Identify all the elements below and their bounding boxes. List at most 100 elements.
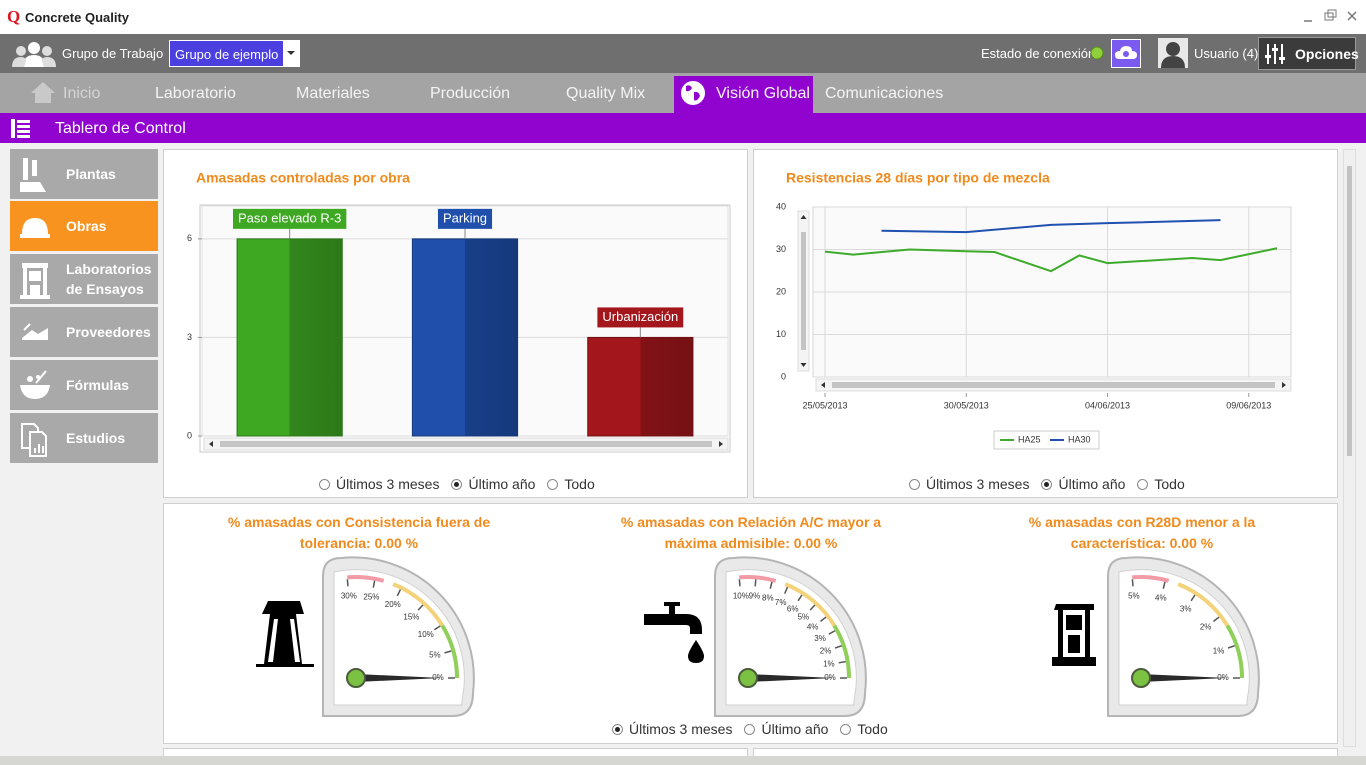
radio-option[interactable]: Último año <box>1041 476 1125 492</box>
gauge-tick <box>1190 594 1196 602</box>
page-scrollbar[interactable] <box>1343 149 1356 747</box>
gauge-tick <box>834 645 842 649</box>
sidebar-item[interactable]: Proveedores <box>10 307 158 357</box>
radio-option[interactable]: Último año <box>451 476 535 492</box>
sidebar-label: Fórmulas <box>66 377 130 393</box>
gauge-tick-label: 2% <box>1200 623 1212 632</box>
scroll-thumb[interactable] <box>220 441 712 447</box>
gauge-band <box>1225 624 1244 679</box>
scroll-arrow[interactable] <box>800 215 807 219</box>
scroll-arrow[interactable] <box>821 382 825 388</box>
nav-tab[interactable]: Visión Global <box>716 85 810 102</box>
user-label[interactable]: Usuario (4) <box>1194 46 1259 61</box>
radio-dot[interactable] <box>840 723 852 735</box>
sidebar-item[interactable]: Plantas <box>10 149 158 199</box>
nav-tab[interactable]: Inicio <box>63 85 101 102</box>
radio-dot[interactable] <box>451 478 463 490</box>
legend-label: HA30 <box>1068 434 1091 444</box>
series-line <box>824 247 1278 273</box>
nav-tab[interactable]: Producción <box>430 85 511 102</box>
radio-option[interactable]: Todo <box>840 721 888 737</box>
y-tick-label: 20 <box>776 286 786 296</box>
radio-label: Todo <box>1154 476 1185 492</box>
nav-tab[interactable]: Materiales <box>296 85 370 102</box>
nav-tab[interactable]: Comunicaciones <box>825 85 944 102</box>
radio-option[interactable]: Último año <box>744 721 828 737</box>
gauge-tick-label: 4% <box>807 623 819 632</box>
category-label: Parking <box>443 210 487 225</box>
sidebar-item[interactable]: Obras <box>10 201 158 251</box>
x-tick-label: 04/06/2013 <box>1085 400 1130 410</box>
gauge-band <box>1177 582 1229 627</box>
gauge-tick-label: 25% <box>363 593 379 602</box>
gauge-tick-label: 5% <box>1128 591 1140 600</box>
scroll-arrow[interactable] <box>719 441 723 447</box>
scroll-thumb[interactable] <box>832 382 1275 388</box>
scroll-thumb[interactable] <box>801 232 806 350</box>
bottom-strip <box>0 756 1366 765</box>
scroll-thumb[interactable] <box>1347 166 1352 456</box>
sidebar-item[interactable]: Fórmulas <box>10 360 158 410</box>
radio-dot[interactable] <box>1041 478 1053 490</box>
connection-indicator <box>1090 46 1104 60</box>
y-tick-label: 6 <box>187 233 192 243</box>
gauge-tick-label: 9% <box>749 591 761 600</box>
radio-label: Últimos 3 meses <box>629 721 733 737</box>
gauge-band <box>347 575 385 583</box>
radio-option[interactable]: Últimos 3 meses <box>612 721 732 737</box>
window-controls[interactable] <box>1296 8 1362 26</box>
radio-option[interactable]: Últimos 3 meses <box>909 476 1029 492</box>
radio-dot[interactable] <box>1137 478 1149 490</box>
gauge-tick <box>372 580 376 588</box>
gauge-tick <box>783 586 789 594</box>
gauge-title: % amasadas con Relación A/C mayor a máxi… <box>620 514 882 551</box>
gauge-tick-label: 1% <box>823 660 835 669</box>
gauge-pivot <box>1131 668 1151 688</box>
gauge-tick <box>396 589 402 597</box>
radio-dot[interactable] <box>744 723 756 735</box>
radio-dot[interactable] <box>547 478 559 490</box>
radio-option[interactable]: Todo <box>547 476 595 492</box>
gauge-tick-label: 5% <box>798 613 810 622</box>
group-select[interactable]: Grupo de ejemplo <box>169 40 300 67</box>
gauge-tick <box>1213 616 1220 622</box>
chart-title: Resistencias 28 días por tipo de mezcla <box>786 170 1050 186</box>
gauge-tick <box>738 579 741 587</box>
gauge-tick <box>809 604 816 611</box>
gauge-tick-label: 8% <box>762 594 774 603</box>
gauge-panel: 0% 5% 10% 15% 20% 25% 30% 0% 1% 2% 3% 4% 5% 6% 7% 8% 9% 1… <box>163 503 1338 744</box>
scroll-arrow[interactable] <box>1282 382 1286 388</box>
connection-label: Estado de conexión <box>981 46 1096 61</box>
radio-option[interactable]: Últimos 3 meses <box>319 476 439 492</box>
toolbar: Grupo de Trabajo Grupo de ejemplo Estado… <box>0 34 1366 73</box>
user-avatar[interactable] <box>1158 38 1188 68</box>
gauge-tick <box>433 625 441 631</box>
x-tick-label: 30/05/2013 <box>944 400 989 410</box>
nav-tab[interactable]: Laboratorio <box>155 85 236 102</box>
sidebar-item[interactable]: Laboratorios de Ensayos <box>10 254 158 304</box>
options-button[interactable]: Opciones <box>1258 37 1359 70</box>
section-title: Tablero de Control <box>55 120 186 137</box>
y-tick-label: 40 <box>776 201 786 211</box>
sidebar-item[interactable]: Estudios <box>10 413 158 463</box>
radio-dot[interactable] <box>909 478 920 490</box>
radio-dot[interactable] <box>319 478 330 490</box>
gauge-tick <box>820 616 827 622</box>
radio-option[interactable]: Todo <box>1137 476 1185 492</box>
gauge-needle <box>748 674 834 682</box>
scroll-arrow[interactable] <box>800 363 807 367</box>
cloud-button[interactable] <box>1111 39 1141 68</box>
gauge-band <box>440 624 459 679</box>
gauge-face <box>725 569 857 706</box>
select-arrow <box>283 41 299 66</box>
radio-dot[interactable] <box>612 723 623 735</box>
gauge-tick-label: 5% <box>429 651 441 660</box>
gauge-tick <box>444 650 452 654</box>
gauge-band <box>739 575 777 583</box>
nav-tab[interactable]: Quality Mix <box>566 85 646 102</box>
scroll-arrow[interactable] <box>209 441 213 447</box>
gauge-tick-label: 30% <box>341 591 357 600</box>
slump-cone-icon <box>256 601 314 667</box>
gauge-band <box>392 582 444 627</box>
